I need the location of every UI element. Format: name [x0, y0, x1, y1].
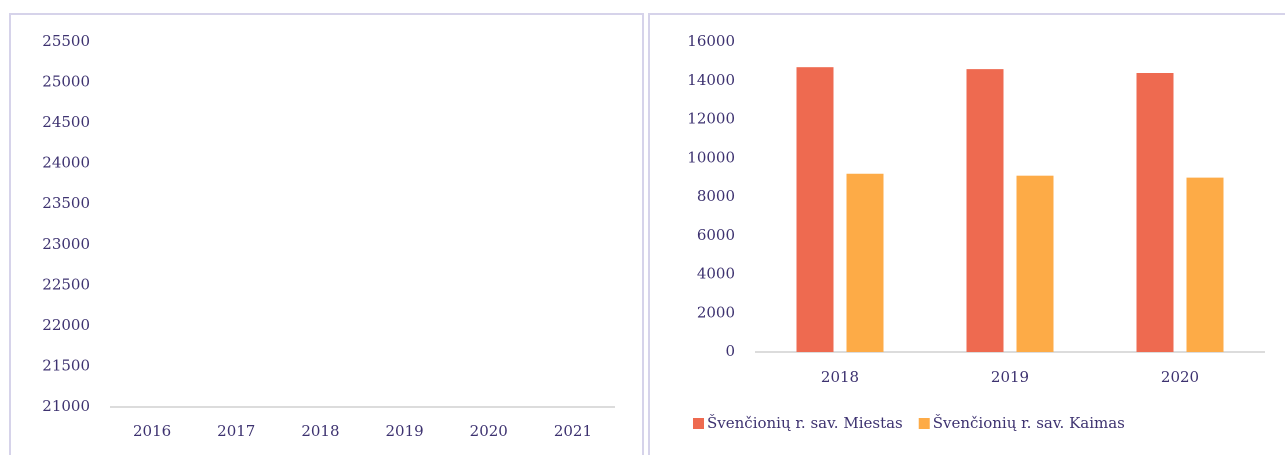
y-tick-label: 8000	[697, 187, 735, 205]
y-tick-label: 22000	[42, 316, 90, 334]
x-tick-label: 2020	[470, 422, 508, 440]
y-tick-label: 2000	[697, 303, 735, 321]
legend-label: Švenčionių r. sav. Miestas	[707, 414, 903, 432]
legend-label: Švenčionių r. sav. Kaimas	[933, 414, 1125, 432]
x-tick-label: 2018	[821, 368, 859, 386]
bar	[1136, 73, 1174, 352]
bar	[846, 173, 884, 352]
y-tick-label: 16000	[687, 32, 735, 50]
y-tick-label: 14000	[687, 71, 735, 89]
y-tick-label: 12000	[687, 110, 735, 128]
legend-swatch	[693, 418, 704, 429]
y-tick-label: 21500	[42, 356, 90, 374]
x-tick-label: 2021	[554, 422, 592, 440]
y-tick-label: 6000	[697, 226, 735, 244]
legend-swatch	[918, 418, 930, 429]
x-tick-label: 2016	[133, 422, 171, 440]
x-tick-label: 2019	[385, 422, 423, 440]
x-tick-label: 2018	[301, 422, 339, 440]
y-tick-label: 25500	[42, 32, 90, 50]
y-tick-label: 4000	[697, 265, 735, 283]
y-tick-label: 23000	[42, 235, 90, 253]
bar	[1016, 175, 1054, 352]
x-tick-label: 2017	[217, 422, 255, 440]
y-tick-label: 10000	[687, 148, 735, 166]
bar	[966, 69, 1004, 352]
bar	[796, 67, 834, 352]
x-tick-label: 2020	[1161, 368, 1199, 386]
x-tick-label: 2019	[991, 368, 1029, 386]
y-tick-label: 24500	[42, 113, 90, 131]
bar	[1186, 177, 1224, 352]
y-tick-label: 21000	[42, 397, 90, 415]
y-tick-label: 24000	[42, 154, 90, 172]
y-tick-label: 0	[725, 342, 735, 360]
y-tick-label: 22500	[42, 275, 90, 293]
panel	[9, 13, 644, 455]
y-tick-label: 23500	[42, 194, 90, 212]
y-tick-label: 25000	[42, 73, 90, 91]
